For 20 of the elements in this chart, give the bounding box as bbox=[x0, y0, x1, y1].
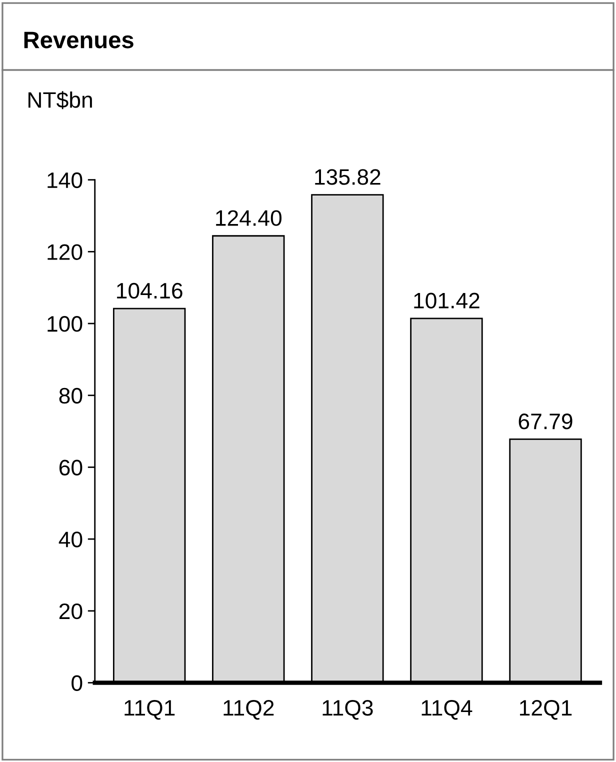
x-tick-label: 12Q1 bbox=[520, 700, 572, 720]
y-tick-label: 80 bbox=[59, 388, 82, 404]
data-label: 67.79 bbox=[518, 414, 572, 430]
y-tick-label: 60 bbox=[59, 460, 82, 476]
data-label: 104.16 bbox=[117, 282, 182, 299]
x-tick-label: 11Q4 bbox=[422, 700, 472, 720]
x-tick-label: 11Q1 bbox=[124, 700, 175, 720]
y-tick-label: 0 bbox=[72, 675, 82, 692]
y-tick-label: 140 bbox=[48, 172, 82, 188]
data-label: 124.40 bbox=[216, 210, 282, 226]
chart-title: Revenues bbox=[24, 32, 134, 48]
x-tick-label: 11Q3 bbox=[322, 700, 373, 720]
y-tick-label: 20 bbox=[59, 603, 82, 620]
data-label: 135.82 bbox=[315, 169, 380, 185]
data-label: 101.42 bbox=[414, 292, 480, 308]
y-tick-label: 120 bbox=[48, 244, 82, 260]
y-tick-label: 100 bbox=[48, 316, 82, 332]
x-tick-label: 11Q2 bbox=[224, 700, 274, 720]
y-axis-title: NT$bn bbox=[28, 91, 92, 110]
y-tick-label: 40 bbox=[58, 532, 82, 548]
